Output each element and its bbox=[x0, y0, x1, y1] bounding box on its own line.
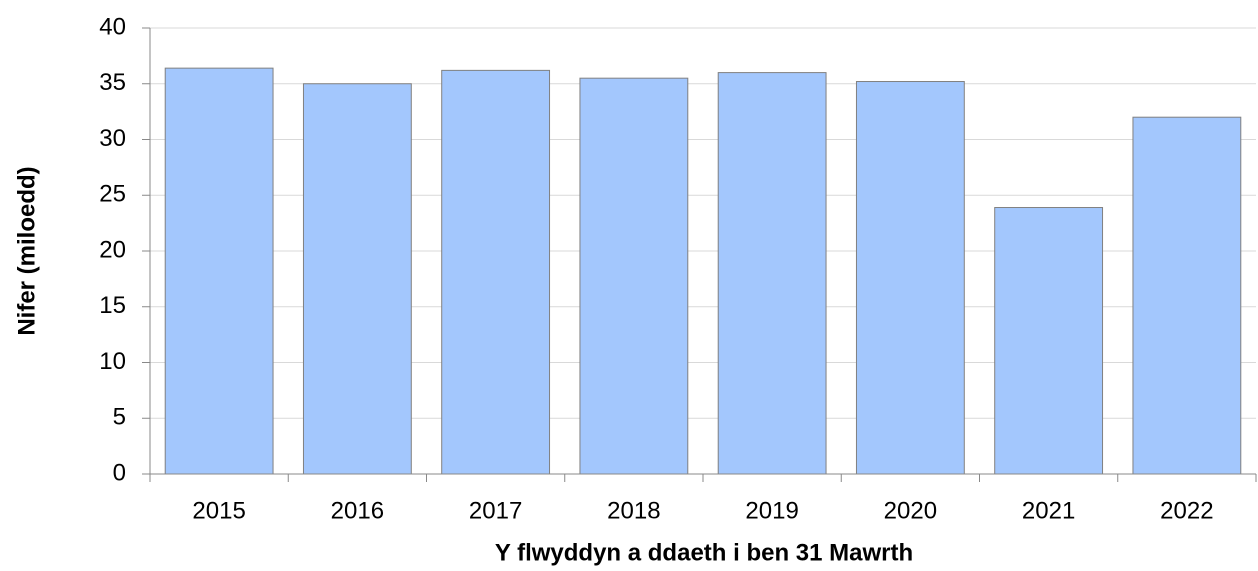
bar bbox=[441, 69, 551, 475]
y-tick-label: 20 bbox=[99, 236, 126, 263]
x-tick-label: 2018 bbox=[607, 497, 660, 524]
y-tick-label: 35 bbox=[99, 69, 126, 96]
y-tick-label: 30 bbox=[99, 125, 126, 152]
bar bbox=[579, 77, 689, 475]
bar bbox=[1132, 116, 1242, 475]
y-axis-label: Nifer (miloedd) bbox=[13, 166, 40, 335]
x-axis-label: Y flwyddyn a ddaeth i ben 31 Mawrth bbox=[495, 539, 913, 566]
bar bbox=[994, 207, 1104, 475]
x-tick-label: 2020 bbox=[884, 497, 937, 524]
bar bbox=[855, 81, 965, 475]
x-tick-label: 2016 bbox=[331, 497, 384, 524]
y-tick-label: 5 bbox=[113, 404, 126, 431]
y-tick-label: 40 bbox=[99, 13, 126, 40]
bar bbox=[302, 83, 412, 475]
bar bbox=[717, 72, 827, 475]
y-tick-label: 15 bbox=[99, 292, 126, 319]
x-tick-label: 2021 bbox=[1022, 497, 1075, 524]
y-tick-label: 0 bbox=[113, 459, 126, 486]
x-tick-label: 2022 bbox=[1160, 497, 1213, 524]
x-tick-label: 2017 bbox=[469, 497, 522, 524]
y-tick-label: 25 bbox=[99, 181, 126, 208]
x-tick-label: 2015 bbox=[192, 497, 245, 524]
x-tick-label: 2019 bbox=[745, 497, 798, 524]
y-tick-label: 10 bbox=[99, 348, 126, 375]
bar bbox=[164, 67, 274, 475]
